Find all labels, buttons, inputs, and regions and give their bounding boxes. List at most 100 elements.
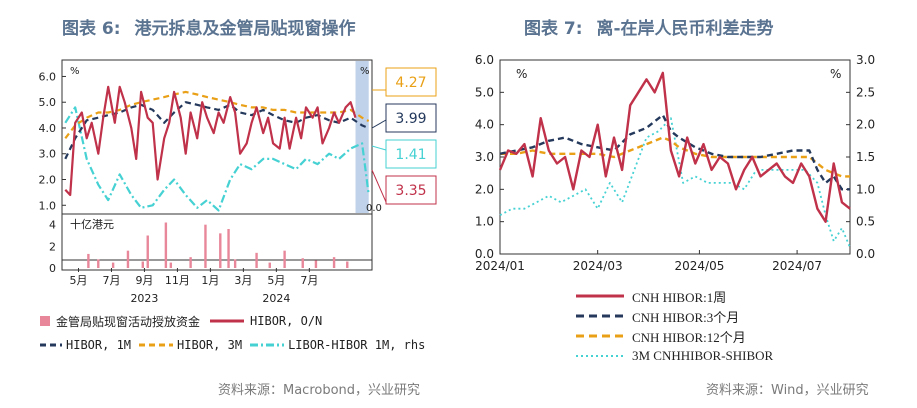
y-tick-label: 2.0 bbox=[39, 174, 57, 187]
y2-tick-label: 1.5 bbox=[856, 150, 875, 164]
x-tick-label: 5月 bbox=[69, 274, 87, 287]
legend-label: 金管局贴现窗活动授放资金 bbox=[56, 314, 201, 329]
left-chart-svg: % % 十亿港元 1.0 2.0 3.0 4.0 5.0 6.0 0 2 4 5月 7月 9月 11… bbox=[39, 59, 437, 305]
left-source: 资料来源：Macrobond，兴业研究 bbox=[218, 383, 421, 398]
x-year-label: 2023 bbox=[130, 292, 158, 305]
x-tick-label: 2024/05 bbox=[674, 259, 724, 273]
legend-swatch-3m bbox=[139, 343, 174, 347]
discount-window-bar bbox=[97, 259, 100, 268]
x-tick-label: 7月 bbox=[300, 274, 318, 287]
x-tick-label: 2024/03 bbox=[573, 259, 623, 273]
x-tick-label: 9月 bbox=[135, 274, 153, 287]
x-tick-label: 2024/01 bbox=[475, 259, 525, 273]
callout-hibor-1m: 3.99 bbox=[371, 103, 437, 133]
right-lines bbox=[498, 71, 851, 248]
series-line-hibor-1m bbox=[64, 101, 370, 160]
y-tick-label: 6.0 bbox=[475, 53, 494, 67]
discount-window-bar bbox=[141, 261, 144, 268]
discount-window-bar bbox=[346, 261, 349, 268]
legend-label: LIBOR-HIBOR 1M, rhs bbox=[288, 338, 426, 352]
x-tick-label: 3月 bbox=[234, 274, 252, 287]
right-right-y-axis: 0.0 0.5 1.0 1.5 2.0 2.5 3.0 bbox=[846, 53, 875, 261]
legend-label: CNH HIBOR:12个月 bbox=[632, 329, 746, 345]
bar-y-tick-label: 0 bbox=[49, 262, 56, 275]
discount-window-bar bbox=[255, 252, 258, 268]
legend-label: CNH HIBOR:3个月 bbox=[632, 309, 740, 325]
legend-swatch-cnh-1w bbox=[576, 294, 624, 298]
y-tick-label: 1.0 bbox=[39, 199, 57, 212]
series-line-3m-cnhhibor-shibor bbox=[499, 117, 851, 248]
discount-window-bar bbox=[314, 260, 318, 268]
callout-value: 3.35 bbox=[395, 183, 426, 199]
discount-window-bar bbox=[283, 250, 286, 268]
legend-label: 3M CNHHIBOR-SHIBOR bbox=[632, 348, 774, 363]
left-legend: 金管局贴现窗活动授放资金 HIBOR, O/N HIBOR, 1M HIBOR,… bbox=[40, 311, 460, 355]
y-tick-label: 6.0 bbox=[39, 70, 57, 83]
series-line-hibor-o-n bbox=[64, 85, 357, 197]
x-year-label: 2024 bbox=[262, 292, 290, 305]
discount-window-bar bbox=[87, 253, 90, 268]
right-legend: CNH HIBOR:1周 CNH HIBOR:3个月 CNH HIBOR:12个… bbox=[576, 286, 773, 366]
discount-window-bar bbox=[169, 262, 173, 268]
legend-swatch-cnh-12m bbox=[576, 334, 624, 338]
y-tick-label: 5.0 bbox=[475, 85, 494, 99]
left-title-prefix: 图表 6: bbox=[62, 19, 121, 39]
shaded-region bbox=[355, 61, 369, 213]
x-tick-label: 5月 bbox=[267, 274, 285, 287]
right-chart-title: 图表 7: 离-在岸人民币利差走势 bbox=[524, 14, 774, 39]
legend-swatch-cnh-3m bbox=[576, 314, 624, 318]
right-left-pct: % bbox=[516, 67, 527, 81]
discount-window-bar bbox=[332, 257, 336, 268]
left-pct-label: % bbox=[70, 66, 80, 77]
legend-label: HIBOR, 1M bbox=[66, 338, 132, 352]
y-tick-label: 3.0 bbox=[39, 148, 57, 161]
bar-y-tick-label: 4 bbox=[49, 219, 56, 232]
legend-label: HIBOR, 3M bbox=[177, 338, 243, 352]
x-tick-label: 2024/07 bbox=[772, 259, 822, 273]
discount-window-bar bbox=[233, 259, 237, 268]
discount-window-bar bbox=[126, 250, 130, 268]
discount-window-bar bbox=[111, 262, 115, 268]
legend-swatch-1m bbox=[40, 343, 62, 347]
y-tick-label: 3.0 bbox=[475, 150, 494, 164]
left-bar-frame bbox=[61, 213, 373, 271]
callout-value: 3.99 bbox=[395, 111, 426, 127]
legend-label: HIBOR, O/N bbox=[250, 314, 323, 328]
y2-tick-label: 0.5 bbox=[856, 215, 875, 229]
right-y-tick: 0.0 bbox=[366, 203, 382, 214]
discount-window-bar bbox=[164, 222, 168, 268]
legend-label: CNH HIBOR:1周 bbox=[632, 289, 727, 305]
bar-y-tick-label: 2 bbox=[49, 240, 56, 253]
right-pct-label: % bbox=[360, 66, 370, 77]
left-chart-title: 图表 6: 港元拆息及金管局贴现窗操作 bbox=[62, 14, 355, 39]
legend-swatch-on bbox=[210, 319, 245, 323]
y-tick-label: 5.0 bbox=[39, 96, 57, 109]
right-chart-svg: % % 0.0 1.0 2.0 3.0 4.0 5.0 6.0 0.0 0.5 1.0 1.5 2.… bbox=[475, 53, 875, 273]
y-tick-label: 4.0 bbox=[475, 118, 494, 132]
x-tick-label: 1月 bbox=[201, 274, 219, 287]
series-line-cnh-hibor-1- bbox=[498, 71, 851, 223]
series-line-cnh-hibor-12- bbox=[500, 136, 850, 178]
left-lines bbox=[64, 85, 370, 212]
discount-window-bar bbox=[189, 257, 192, 268]
discount-window-bar bbox=[301, 258, 304, 268]
right-x-axis: 2024/01 2024/03 2024/05 2024/07 bbox=[475, 250, 822, 273]
discount-window-bar bbox=[219, 233, 222, 268]
discount-window-bar bbox=[227, 229, 230, 268]
y2-tick-label: 2.0 bbox=[856, 118, 875, 132]
legend-swatch-spread bbox=[576, 355, 624, 357]
discount-window-bars bbox=[87, 222, 349, 268]
right-title-prefix: 图表 7: bbox=[524, 19, 583, 39]
series-line-libor-hibor-1m-rhs bbox=[64, 106, 370, 212]
y-tick-label: 1.0 bbox=[475, 215, 494, 229]
y2-tick-label: 0.0 bbox=[856, 247, 875, 261]
y2-tick-label: 1.0 bbox=[856, 182, 875, 196]
y2-tick-label: 2.5 bbox=[856, 85, 875, 99]
callout-hibor-3m: 4.27 bbox=[372, 67, 437, 97]
x-tick-label: 11月 bbox=[165, 274, 190, 287]
right-source: 资料来源：Wind，兴业研究 bbox=[706, 383, 869, 398]
callout-value: 1.41 bbox=[395, 147, 426, 163]
bar-unit-label: 十亿港元 bbox=[70, 217, 114, 231]
y-tick-label: 4.0 bbox=[39, 122, 57, 135]
legend-swatch-libor bbox=[250, 343, 285, 347]
